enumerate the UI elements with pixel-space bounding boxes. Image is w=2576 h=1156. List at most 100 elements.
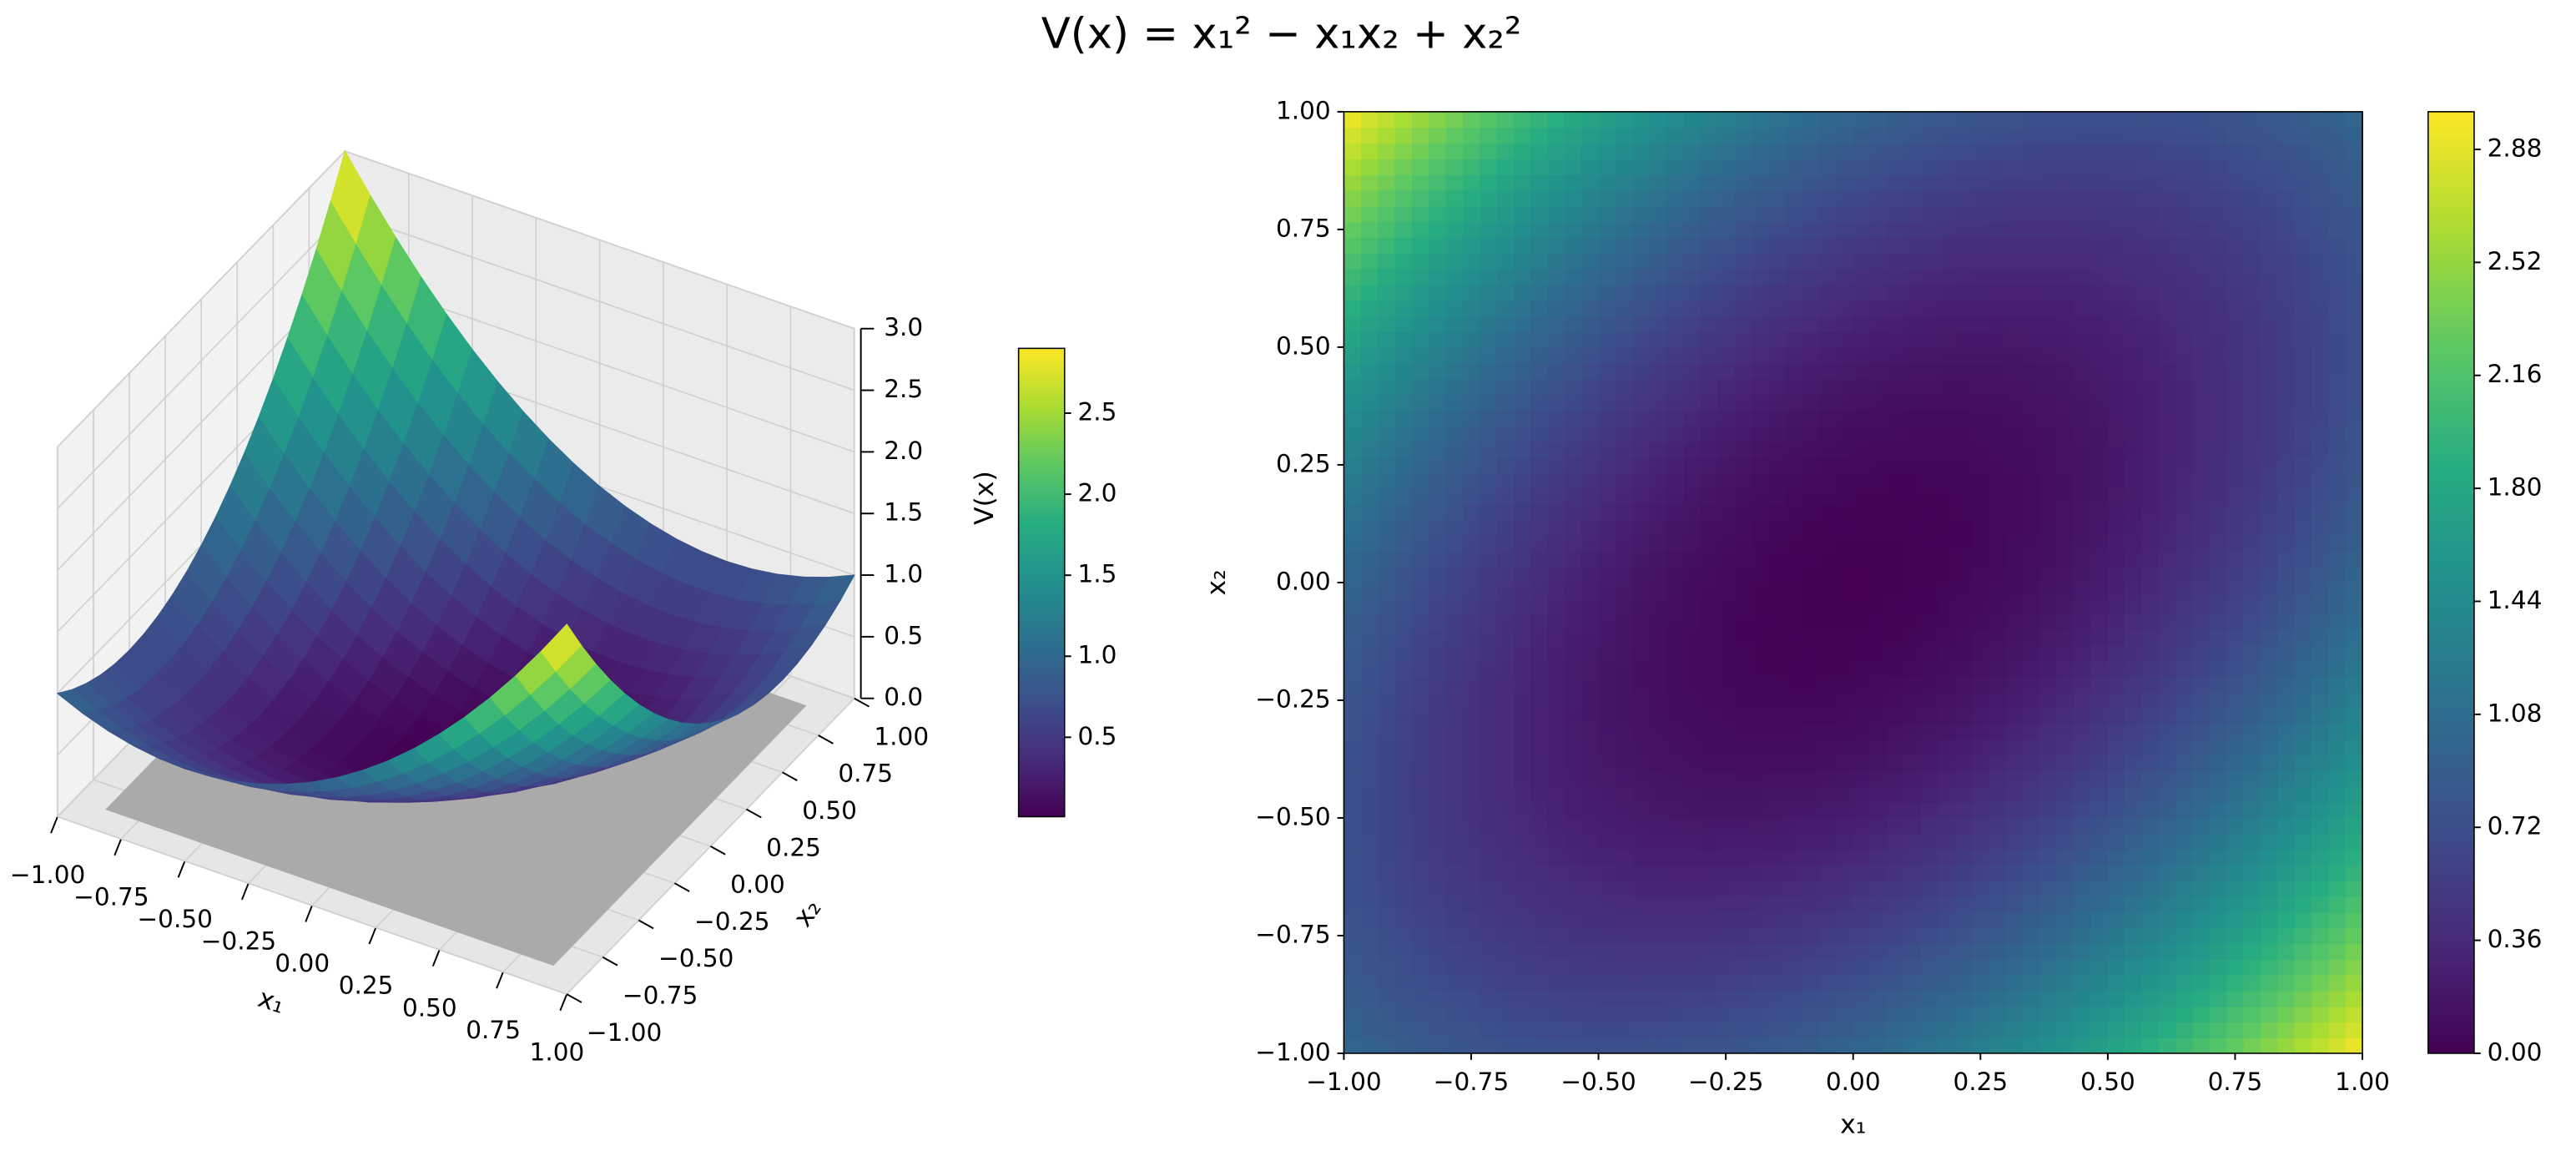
- heatmap-cell: [1394, 943, 1413, 960]
- heatmap-cell: [1716, 567, 1736, 583]
- heatmap-cell: [1938, 692, 1956, 709]
- heatmap-cell: [2328, 833, 2347, 851]
- heatmap-cell: [1938, 959, 1956, 976]
- heatmap-cell: [2141, 802, 2160, 819]
- heatmap-cell: [1938, 598, 1956, 615]
- heatmap-cell: [1666, 881, 1685, 897]
- heatmap-cell: [1360, 974, 1379, 992]
- heatmap-cell: [2107, 127, 2126, 144]
- heatmap-cell: [2023, 613, 2041, 631]
- heatmap-cell: [1683, 488, 1701, 505]
- heatmap-cell: [1683, 1006, 1701, 1023]
- heatmap-cell: [1615, 739, 1634, 756]
- heatmap-cell: [2107, 143, 2126, 160]
- heatmap-cell: [1513, 441, 1532, 458]
- heatmap-cell: [1700, 1037, 1718, 1054]
- heatmap-cell: [1411, 724, 1429, 740]
- heatmap-cell: [1768, 316, 1787, 332]
- heatmap-cell: [1445, 927, 1464, 945]
- heatmap-cell: [1870, 676, 1888, 694]
- heatmap-cell: [1921, 221, 1939, 239]
- heatmap-cell: [1853, 911, 1871, 929]
- heatmap-cell: [1785, 865, 1803, 881]
- heatmap-cell: [2125, 943, 2143, 960]
- heatmap-cell: [2209, 817, 2228, 835]
- heatmap-cell: [1785, 567, 1803, 583]
- heatmap-cell: [1649, 1037, 1667, 1054]
- heatmap-cell: [2023, 1037, 2041, 1054]
- heatmap-cell: [2107, 237, 2126, 254]
- heatmap-cell: [2056, 567, 2074, 583]
- heatmap-cell: [1887, 724, 1905, 740]
- heatmap-cell: [2243, 331, 2261, 348]
- heatmap-cell: [1683, 881, 1701, 897]
- heatmap-cell: [2023, 551, 2041, 568]
- heatmap-cell: [1513, 472, 1532, 489]
- heatmap-cell: [1496, 896, 1515, 913]
- heatmap-cell: [2192, 346, 2211, 364]
- heatmap-cell: [1836, 1006, 1854, 1023]
- heatmap-cell: [1649, 1006, 1667, 1023]
- heatmap-cell: [2125, 111, 2143, 129]
- heatmap-cell: [2141, 896, 2160, 913]
- heatmap-cell: [1700, 660, 1718, 678]
- heatmap-cell: [1836, 1037, 1854, 1054]
- heatmap-cell: [2175, 394, 2194, 411]
- heatmap-cell: [2056, 802, 2074, 819]
- heatmap-cell: [1343, 189, 1362, 207]
- heatmap-cell: [1716, 959, 1736, 976]
- heatmap-cell: [1954, 1006, 1973, 1023]
- heatmap-cell: [1394, 911, 1413, 929]
- heatmap-cell: [1598, 535, 1616, 553]
- heatmap-cell: [2260, 849, 2279, 866]
- heatmap-cell: [1972, 1022, 1990, 1038]
- heatmap-cell: [1581, 692, 1600, 709]
- heatmap-cell: [2243, 425, 2261, 442]
- heatmap-cell: [1513, 237, 1532, 254]
- heatmap-cell: [2209, 865, 2228, 881]
- heatmap-cell: [1649, 284, 1667, 301]
- heatmap-cell: [1496, 253, 1515, 270]
- heatmap-cell: [1903, 849, 1922, 866]
- heatmap-cell: [2345, 911, 2363, 929]
- heatmap-cell: [2074, 645, 2092, 662]
- heatmap-cell: [1666, 316, 1685, 332]
- heatmap-cell: [1378, 253, 1396, 270]
- heatmap-cell: [1462, 833, 1480, 851]
- heatmap-cell: [1903, 441, 1922, 458]
- heatmap-cell: [1853, 111, 1871, 129]
- heatmap-cell: [1598, 817, 1616, 835]
- heatmap-cell: [2090, 189, 2109, 207]
- heatmap-cell: [1411, 990, 1429, 1007]
- heatmap-cell: [1394, 770, 1413, 788]
- z-tick-label: 1.0: [884, 560, 923, 588]
- heatmap-cell: [1836, 833, 1854, 851]
- heatmap-cell: [1972, 927, 1990, 945]
- heatmap-cell: [2277, 127, 2296, 144]
- heatmap-cell: [2074, 189, 2092, 207]
- heatmap-cell: [1938, 503, 1956, 521]
- heatmap-cell: [1666, 724, 1685, 740]
- heatmap-cell: [1462, 724, 1480, 740]
- heatmap-cell: [1394, 598, 1413, 615]
- heatmap-cell: [1378, 865, 1396, 881]
- heatmap-cell: [1683, 817, 1701, 835]
- heatmap-cell: [1564, 692, 1583, 709]
- heatmap-cell: [2243, 488, 2261, 505]
- heatmap-cell: [1394, 346, 1413, 364]
- heatmap-cell: [1768, 990, 1787, 1007]
- heatmap-cell: [2209, 378, 2228, 396]
- heatmap-cell: [2260, 378, 2279, 396]
- heatmap-cell: [1429, 472, 1447, 489]
- x-tick-label: −0.25: [1688, 1068, 1763, 1096]
- heatmap-cell: [1921, 943, 1939, 960]
- heatmap-cell: [1802, 629, 1820, 646]
- heatmap-cell: [1615, 331, 1634, 348]
- heatmap-cell: [1378, 708, 1396, 724]
- y-tick: [746, 808, 762, 819]
- heatmap-cell: [1343, 111, 1362, 129]
- heatmap-cell: [1564, 425, 1583, 442]
- heatmap-cell: [1429, 927, 1447, 945]
- heatmap-cell: [1989, 770, 2007, 788]
- heatmap-cell: [1903, 205, 1922, 223]
